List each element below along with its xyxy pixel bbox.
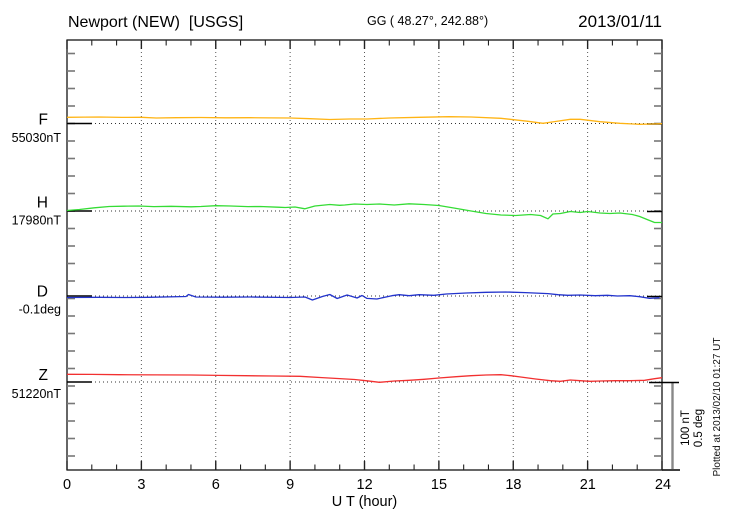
- trace-F: [66, 116, 663, 125]
- trace-label-H: H: [37, 195, 48, 212]
- scale-label-deg: 0.5 deg: [693, 409, 705, 447]
- x-tick-label-21: 21: [580, 477, 596, 493]
- trace-reference-D: -0.1deg: [19, 303, 61, 317]
- trace-H: [66, 203, 662, 224]
- x-tick-label-9: 9: [286, 477, 294, 493]
- station-title: Newport (NEW) [USGS]: [68, 14, 243, 31]
- trace-label-F: F: [39, 112, 48, 129]
- plot-date: 2013/01/11: [578, 12, 662, 31]
- trace-label-D: D: [37, 284, 48, 301]
- x-tick-label-24: 24: [655, 477, 671, 493]
- x-tick-label-0: 0: [63, 477, 71, 493]
- plotted-at-note: Plotted at 2013/02/10 01:27 UT: [712, 338, 723, 477]
- x-tick-label-3: 3: [137, 477, 145, 493]
- trace-reference-H: 17980nT: [12, 214, 62, 228]
- x-tick-label-12: 12: [357, 477, 373, 493]
- x-tick-label-6: 6: [212, 477, 220, 493]
- trace-reference-F: 55030nT: [12, 131, 62, 145]
- trace-Z: [66, 373, 663, 383]
- plot-generated-layer: [66, 40, 679, 470]
- x-axis-title: U T (hour): [332, 494, 398, 510]
- scale-label-nT: 100 nT: [680, 410, 692, 446]
- trace-D: [66, 291, 660, 301]
- geographic-coordinates: GG ( 48.27°, 242.88°): [367, 14, 488, 28]
- trace-reference-Z: 51220nT: [12, 387, 62, 401]
- x-tick-label-18: 18: [505, 477, 521, 493]
- x-tick-label-15: 15: [431, 477, 447, 493]
- trace-label-Z: Z: [39, 367, 48, 384]
